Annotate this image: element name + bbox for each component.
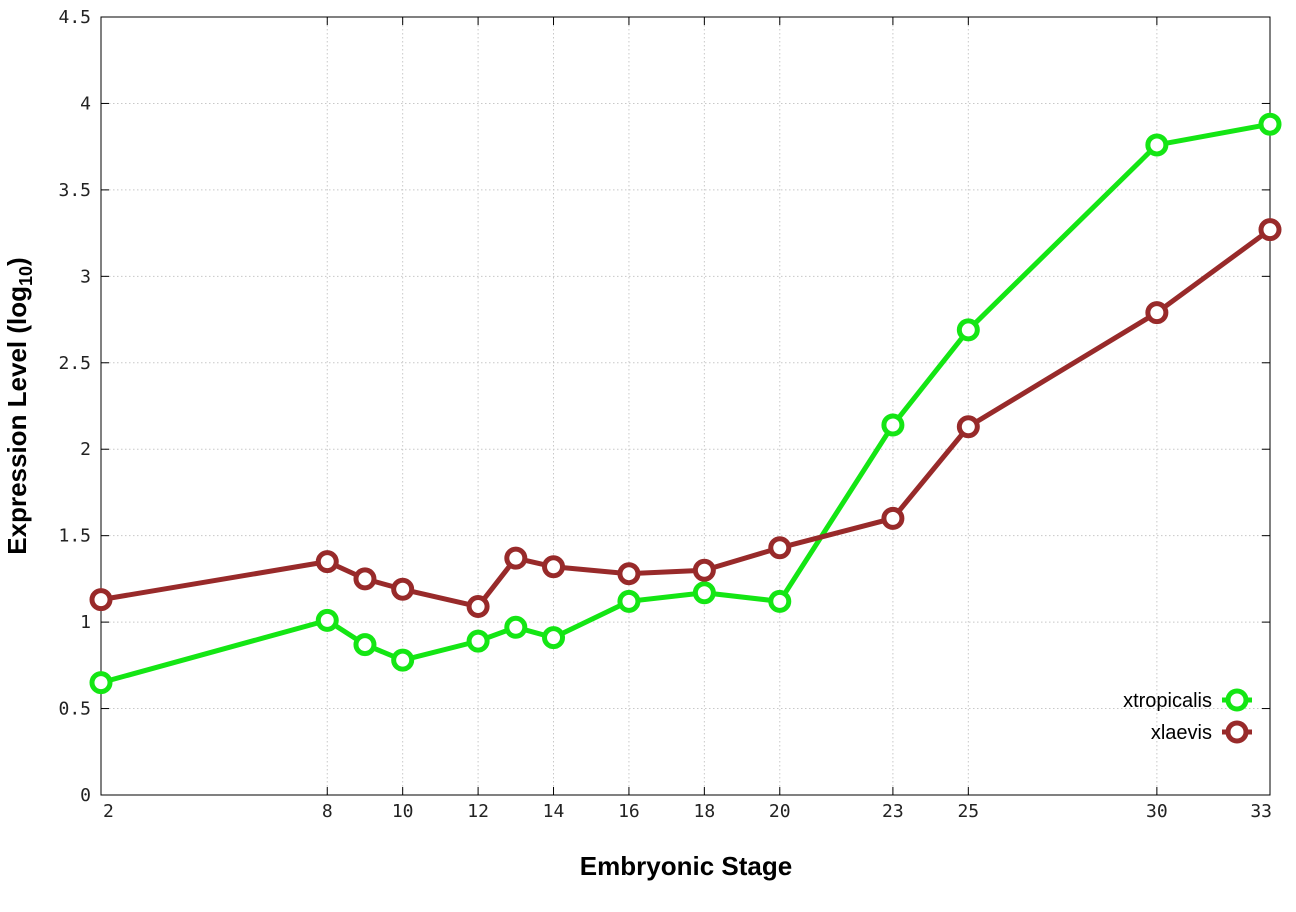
data-point-xlaevis bbox=[353, 567, 377, 591]
y-tick-label: 0.5 bbox=[58, 699, 91, 720]
y-axis-title: Expression Level (log10) bbox=[2, 257, 36, 554]
data-point-xtropicalis bbox=[315, 608, 339, 632]
x-tick-label: 8 bbox=[322, 801, 333, 822]
data-point-xtropicalis bbox=[353, 633, 377, 657]
data-point-xlaevis bbox=[542, 555, 566, 579]
legend: xtropicalis xlaevis bbox=[1123, 688, 1252, 744]
legend-item-xlaevis: xlaevis bbox=[1151, 720, 1252, 744]
y-axis-title-main: Expression Level (log bbox=[2, 286, 32, 555]
data-point-xtropicalis bbox=[1258, 112, 1282, 136]
legend-label: xtropicalis bbox=[1123, 690, 1212, 712]
data-point-xlaevis bbox=[956, 415, 980, 439]
series-lines bbox=[89, 112, 1282, 695]
x-tick-label: 10 bbox=[392, 801, 414, 822]
data-point-xlaevis bbox=[504, 546, 528, 570]
data-point-xlaevis bbox=[617, 562, 641, 586]
y-tick-label: 1.5 bbox=[58, 526, 91, 547]
y-tick-label: 2.5 bbox=[58, 353, 91, 374]
x-tick-label: 20 bbox=[769, 801, 791, 822]
x-axis-title: Embryonic Stage bbox=[580, 851, 792, 881]
data-point-xtropicalis bbox=[617, 589, 641, 613]
x-tick-label: 30 bbox=[1146, 801, 1168, 822]
legend-marker bbox=[1225, 688, 1249, 712]
x-tick-label: 23 bbox=[882, 801, 904, 822]
data-point-xlaevis bbox=[768, 536, 792, 560]
x-tick-label: 14 bbox=[543, 801, 565, 822]
data-point-xtropicalis bbox=[881, 413, 905, 437]
data-point-xlaevis bbox=[692, 558, 716, 582]
y-tick-label: 3 bbox=[80, 266, 91, 287]
series-xlaevis bbox=[89, 218, 1282, 619]
legend-label: xlaevis bbox=[1151, 722, 1212, 744]
y-tick-label: 3.5 bbox=[58, 180, 91, 201]
y-tick-label: 4.5 bbox=[58, 7, 91, 28]
x-tick-label: 2 bbox=[103, 801, 114, 822]
tick-labels: 0 0.5 1 1.5 2 2.5 3 3.5 4 4.5 2 8 10 12 14 16 18 20 23 25 30… bbox=[58, 7, 1272, 822]
data-point-xtropicalis bbox=[89, 671, 113, 695]
y-tick-label: 2 bbox=[80, 439, 91, 460]
data-point-xlaevis bbox=[466, 595, 490, 619]
data-point-xtropicalis bbox=[466, 629, 490, 653]
x-tick-label: 12 bbox=[467, 801, 489, 822]
y-tick-label: 1 bbox=[80, 612, 91, 633]
data-point-xtropicalis bbox=[692, 581, 716, 605]
y-axis-title-subscript: 10 bbox=[16, 266, 36, 286]
data-point-xtropicalis bbox=[542, 626, 566, 650]
y-tick-label: 0 bbox=[80, 785, 91, 806]
data-point-xtropicalis bbox=[504, 615, 528, 639]
y-tick-label: 4 bbox=[80, 93, 91, 114]
data-point-xlaevis bbox=[1258, 218, 1282, 242]
legend-marker bbox=[1225, 720, 1249, 744]
y-axis-title-close: ) bbox=[2, 257, 32, 266]
data-point-xlaevis bbox=[391, 577, 415, 601]
data-point-xtropicalis bbox=[768, 589, 792, 613]
data-point-xtropicalis bbox=[391, 648, 415, 672]
data-point-xlaevis bbox=[315, 550, 339, 574]
legend-item-xtropicalis: xtropicalis bbox=[1123, 688, 1252, 712]
data-point-xtropicalis bbox=[1145, 133, 1169, 157]
data-point-xlaevis bbox=[1145, 301, 1169, 325]
data-point-xlaevis bbox=[881, 506, 905, 530]
grid-lines bbox=[101, 17, 1270, 795]
x-tick-label: 16 bbox=[618, 801, 640, 822]
data-point-xlaevis bbox=[89, 588, 113, 612]
x-tick-label: 33 bbox=[1250, 801, 1272, 822]
series-xtropicalis bbox=[89, 112, 1282, 695]
data-point-xtropicalis bbox=[956, 318, 980, 342]
plot-frame bbox=[100, 16, 1271, 796]
axes bbox=[100, 16, 1271, 796]
x-tick-label: 18 bbox=[694, 801, 716, 822]
x-tick-label: 25 bbox=[957, 801, 979, 822]
